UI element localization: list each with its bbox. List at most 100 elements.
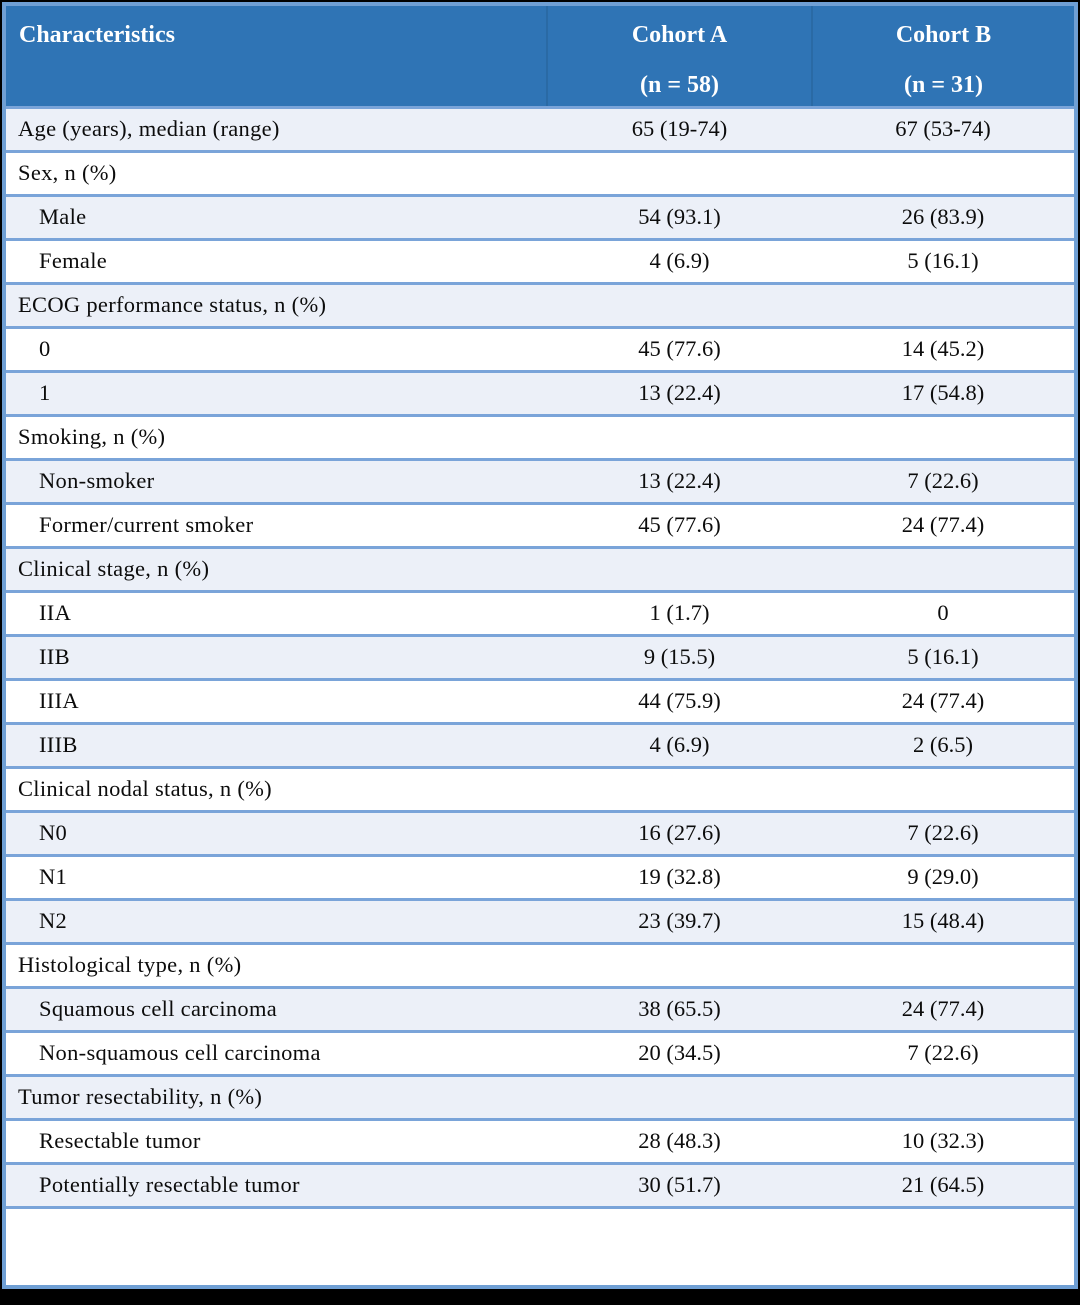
cohort-b-value: 26 (83.9) <box>812 195 1074 239</box>
cohort-a-value: 13 (22.4) <box>547 459 812 503</box>
cohort-b-value <box>812 415 1074 459</box>
row-label: IIIB <box>6 723 547 767</box>
cohort-b-value: 21 (64.5) <box>812 1163 1074 1207</box>
cohort-b-value: 14 (45.2) <box>812 327 1074 371</box>
header-cohort-a: Cohort A (n = 58) <box>546 6 812 109</box>
cohort-a-value: 28 (48.3) <box>547 1119 812 1163</box>
cohort-b-name: Cohort B <box>895 22 992 48</box>
table-row: Squamous cell carcinoma 38 (65.5) 24 (77.4… <box>6 987 1074 1031</box>
cohort-b-value <box>812 943 1074 987</box>
cohort-a-value: 19 (32.8) <box>547 855 812 899</box>
row-label: Potentially resectable tumor <box>6 1163 547 1207</box>
cohort-a-value: 30 (51.7) <box>547 1163 812 1207</box>
table-header: Characteristics Cohort A (n = 58) Cohort… <box>6 6 1074 109</box>
row-label: Resectable tumor <box>6 1119 547 1163</box>
table-row: Tumor resectability, n (%) <box>6 1075 1074 1119</box>
cohort-a-value: 54 (93.1) <box>547 195 812 239</box>
row-label: Age (years), median (range) <box>6 107 547 151</box>
row-label: Non-squamous cell carcinoma <box>6 1031 547 1075</box>
cohort-a-value <box>547 943 812 987</box>
row-label: Smoking, n (%) <box>6 415 547 459</box>
cohort-a-value <box>547 283 812 327</box>
row-label: N0 <box>6 811 547 855</box>
header-characteristics: Characteristics <box>6 6 547 109</box>
table-row: Potentially resectable tumor 30 (51.7) 21 … <box>6 1163 1074 1207</box>
row-label: Clinical stage, n (%) <box>6 547 547 591</box>
table-row: Clinical stage, n (%) <box>6 547 1074 591</box>
cohort-a-value: 20 (34.5) <box>547 1031 812 1075</box>
table-row: N2 23 (39.7) 15 (48.4) <box>6 899 1074 943</box>
table-row: Histological type, n (%) <box>6 943 1074 987</box>
row-label: Male <box>6 195 547 239</box>
table-row: Smoking, n (%) <box>6 415 1074 459</box>
cohort-b-value: 5 (16.1) <box>812 635 1074 679</box>
row-label: Female <box>6 239 547 283</box>
cohort-a-value: 4 (6.9) <box>547 239 812 283</box>
table-row: Female 4 (6.9) 5 (16.1) <box>6 239 1074 283</box>
table-row: Age (years), median (range) 65 (19-74) 67 … <box>6 107 1074 151</box>
cohort-a-value: 4 (6.9) <box>547 723 812 767</box>
cohort-a-value: 16 (27.6) <box>547 811 812 855</box>
row-label: ECOG performance status, n (%) <box>6 283 547 327</box>
table-row: 1 13 (22.4) 17 (54.8) <box>6 371 1074 415</box>
row-label: IIA <box>6 591 547 635</box>
cohort-b-value: 15 (48.4) <box>812 899 1074 943</box>
row-label: Non-smoker <box>6 459 547 503</box>
cohort-a-n: (n = 58) <box>639 72 719 98</box>
row-label: N1 <box>6 855 547 899</box>
cohort-b-value <box>812 547 1074 591</box>
row-label: N2 <box>6 899 547 943</box>
cohort-b-value: 5 (16.1) <box>812 239 1074 283</box>
header-cohort-b: Cohort B (n = 31) <box>811 6 1074 109</box>
table-row: Male 54 (93.1) 26 (83.9) <box>6 195 1074 239</box>
cohort-b-value <box>812 1075 1074 1119</box>
table-row: Sex, n (%) <box>6 151 1074 195</box>
table-row: IIIB 4 (6.9) 2 (6.5) <box>6 723 1074 767</box>
cohort-b-value: 67 (53-74) <box>812 107 1074 151</box>
row-label: Tumor resectability, n (%) <box>6 1075 547 1119</box>
table-row: N0 16 (27.6) 7 (22.6) <box>6 811 1074 855</box>
table-row: Resectable tumor 28 (48.3) 10 (32.3) <box>6 1119 1074 1163</box>
cohort-a-value: 44 (75.9) <box>547 679 812 723</box>
cohort-a-value: 23 (39.7) <box>547 899 812 943</box>
cohort-b-value: 7 (22.6) <box>812 459 1074 503</box>
row-label: 0 <box>6 327 547 371</box>
row-label: Sex, n (%) <box>6 151 547 195</box>
cohort-a-value <box>547 547 812 591</box>
cohort-b-value: 9 (29.0) <box>812 855 1074 899</box>
cohort-b-value <box>812 767 1074 811</box>
cohort-b-value: 7 (22.6) <box>812 1031 1074 1075</box>
table-row: 0 45 (77.6) 14 (45.2) <box>6 327 1074 371</box>
row-label: Histological type, n (%) <box>6 943 547 987</box>
row-label: IIIA <box>6 679 547 723</box>
row-label: Former/current smoker <box>6 503 547 547</box>
cohort-a-value: 65 (19-74) <box>547 107 812 151</box>
cohort-a-value: 9 (15.5) <box>547 635 812 679</box>
characteristics-table: Characteristics Cohort A (n = 58) Cohort… <box>6 6 1074 1209</box>
cohort-b-value <box>812 151 1074 195</box>
table-body: Age (years), median (range) 65 (19-74) 67 … <box>6 107 1074 1207</box>
cohort-a-value: 45 (77.6) <box>547 503 812 547</box>
cohort-a-value <box>547 1075 812 1119</box>
cohort-b-value: 24 (77.4) <box>812 679 1074 723</box>
cohort-a-value: 45 (77.6) <box>547 327 812 371</box>
row-label: Clinical nodal status, n (%) <box>6 767 547 811</box>
row-label: 1 <box>6 371 547 415</box>
cohort-a-value: 13 (22.4) <box>547 371 812 415</box>
cohort-a-value: 1 (1.7) <box>547 591 812 635</box>
row-label: Squamous cell carcinoma <box>6 987 547 1031</box>
cohort-a-name: Cohort A <box>631 22 728 48</box>
row-label: IIB <box>6 635 547 679</box>
cohort-b-value: 2 (6.5) <box>812 723 1074 767</box>
table-row: Non-squamous cell carcinoma 20 (34.5) 7 (2… <box>6 1031 1074 1075</box>
table-row: IIB 9 (15.5) 5 (16.1) <box>6 635 1074 679</box>
cohort-b-value: 7 (22.6) <box>812 811 1074 855</box>
table-row: Clinical nodal status, n (%) <box>6 767 1074 811</box>
cohort-b-value <box>812 283 1074 327</box>
cohort-a-value <box>547 151 812 195</box>
cohort-b-value: 24 (77.4) <box>812 503 1074 547</box>
cohort-b-value: 17 (54.8) <box>812 371 1074 415</box>
table-row: IIIA 44 (75.9) 24 (77.4) <box>6 679 1074 723</box>
